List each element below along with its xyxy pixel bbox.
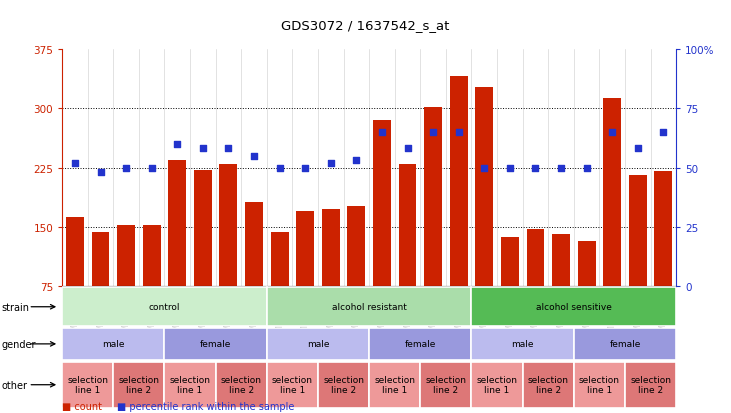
- Bar: [552, 235, 570, 287]
- Bar: [475, 88, 493, 287]
- Point: [69, 160, 81, 167]
- Bar: [66, 217, 84, 287]
- Point: [427, 129, 439, 136]
- Bar: [574, 328, 676, 360]
- Bar: [117, 226, 135, 287]
- Bar: [62, 362, 113, 408]
- Text: female: female: [610, 339, 640, 349]
- Text: ■ count: ■ count: [62, 401, 102, 411]
- Text: selection
line 1: selection line 1: [170, 375, 211, 394]
- Point: [632, 146, 644, 152]
- Bar: [267, 287, 471, 327]
- Point: [95, 169, 107, 176]
- Point: [581, 165, 593, 171]
- Text: alcohol resistant: alcohol resistant: [332, 302, 406, 311]
- Text: control: control: [148, 302, 181, 311]
- Bar: [62, 328, 164, 360]
- Point: [453, 129, 465, 136]
- Bar: [501, 237, 519, 287]
- Bar: [164, 362, 216, 408]
- Bar: [654, 172, 673, 287]
- Point: [529, 165, 541, 171]
- Text: selection
line 2: selection line 2: [630, 375, 671, 394]
- Bar: [603, 99, 621, 287]
- Point: [376, 129, 387, 136]
- Point: [402, 146, 414, 152]
- Text: alcohol sensitive: alcohol sensitive: [536, 302, 612, 311]
- Bar: [471, 362, 523, 408]
- Bar: [471, 328, 574, 360]
- Bar: [270, 233, 289, 287]
- Bar: [267, 362, 318, 408]
- Bar: [267, 328, 369, 360]
- Text: female: female: [405, 339, 436, 349]
- Bar: [216, 362, 267, 408]
- Point: [273, 165, 285, 171]
- Bar: [625, 362, 676, 408]
- Point: [556, 165, 567, 171]
- Bar: [164, 328, 267, 360]
- Text: selection
line 1: selection line 1: [374, 375, 415, 394]
- Bar: [420, 362, 471, 408]
- Text: other: other: [1, 380, 28, 390]
- Point: [504, 165, 516, 171]
- Text: selection
line 2: selection line 2: [425, 375, 466, 394]
- Bar: [523, 362, 574, 408]
- Bar: [347, 206, 366, 287]
- Bar: [577, 242, 596, 287]
- Bar: [424, 107, 442, 287]
- Bar: [574, 362, 625, 408]
- Bar: [398, 164, 417, 287]
- Bar: [219, 164, 238, 287]
- Text: GDS3072 / 1637542_s_at: GDS3072 / 1637542_s_at: [281, 19, 450, 31]
- Bar: [91, 233, 110, 287]
- Bar: [450, 77, 468, 287]
- Text: male: male: [512, 339, 534, 349]
- Bar: [245, 202, 263, 287]
- Text: male: male: [307, 339, 329, 349]
- Point: [300, 165, 311, 171]
- Point: [197, 146, 209, 152]
- Point: [606, 129, 618, 136]
- Text: ■ percentile rank within the sample: ■ percentile rank within the sample: [117, 401, 295, 411]
- Text: gender: gender: [1, 339, 36, 349]
- Bar: [322, 210, 340, 287]
- Bar: [168, 160, 186, 287]
- Text: selection
line 2: selection line 2: [528, 375, 569, 394]
- Bar: [471, 287, 676, 327]
- Bar: [318, 362, 369, 408]
- Bar: [373, 121, 391, 287]
- Text: selection
line 1: selection line 1: [67, 375, 108, 394]
- Point: [171, 141, 183, 148]
- Bar: [296, 211, 314, 287]
- Text: selection
line 2: selection line 2: [221, 375, 262, 394]
- Point: [120, 165, 132, 171]
- Bar: [194, 171, 212, 287]
- Point: [145, 165, 158, 171]
- Point: [325, 160, 336, 167]
- Point: [351, 158, 363, 164]
- Bar: [113, 362, 164, 408]
- Text: selection
line 1: selection line 1: [579, 375, 620, 394]
- Text: selection
line 2: selection line 2: [323, 375, 364, 394]
- Bar: [143, 226, 161, 287]
- Bar: [62, 287, 267, 327]
- Text: female: female: [200, 339, 231, 349]
- Text: strain: strain: [1, 302, 29, 312]
- Text: selection
line 2: selection line 2: [118, 375, 159, 394]
- Text: male: male: [102, 339, 124, 349]
- Bar: [369, 362, 420, 408]
- Bar: [526, 230, 545, 287]
- Point: [478, 165, 490, 171]
- Point: [658, 129, 670, 136]
- Point: [249, 153, 260, 159]
- Text: selection
line 1: selection line 1: [477, 375, 518, 394]
- Text: selection
line 1: selection line 1: [272, 375, 313, 394]
- Bar: [369, 328, 471, 360]
- Point: [222, 146, 234, 152]
- Bar: [629, 175, 647, 287]
